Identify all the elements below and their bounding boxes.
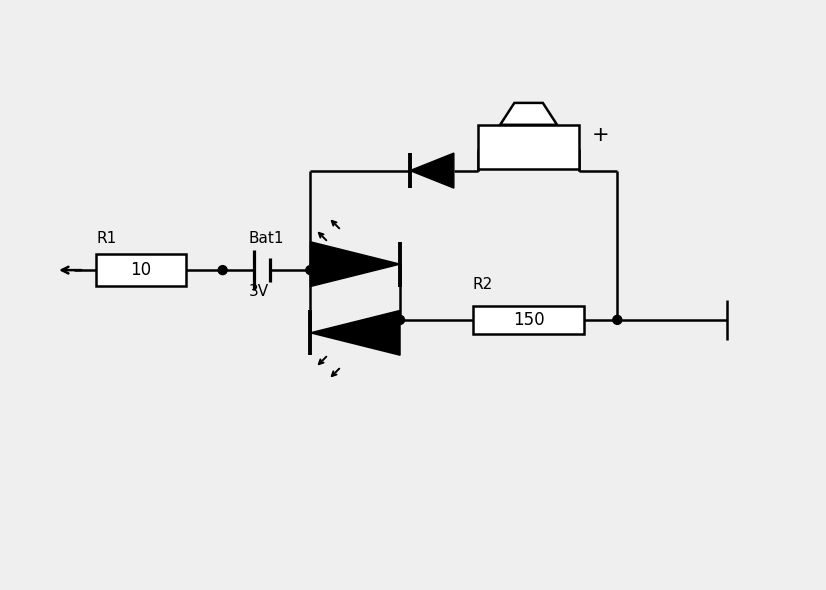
Circle shape bbox=[306, 266, 315, 274]
Polygon shape bbox=[410, 153, 453, 188]
Circle shape bbox=[396, 316, 405, 325]
Polygon shape bbox=[501, 103, 557, 125]
Text: +: + bbox=[591, 124, 609, 145]
Text: R2: R2 bbox=[472, 277, 493, 292]
Polygon shape bbox=[311, 242, 400, 287]
Text: R1: R1 bbox=[96, 231, 116, 246]
Bar bbox=[477, 125, 579, 169]
Bar bbox=[96, 254, 186, 286]
Text: 3V: 3V bbox=[249, 284, 268, 299]
Circle shape bbox=[613, 316, 622, 325]
Polygon shape bbox=[311, 310, 400, 355]
Circle shape bbox=[218, 266, 227, 274]
Bar bbox=[472, 306, 585, 334]
Text: Bat1: Bat1 bbox=[249, 231, 284, 246]
Text: 150: 150 bbox=[513, 311, 544, 329]
Text: 10: 10 bbox=[131, 261, 151, 279]
